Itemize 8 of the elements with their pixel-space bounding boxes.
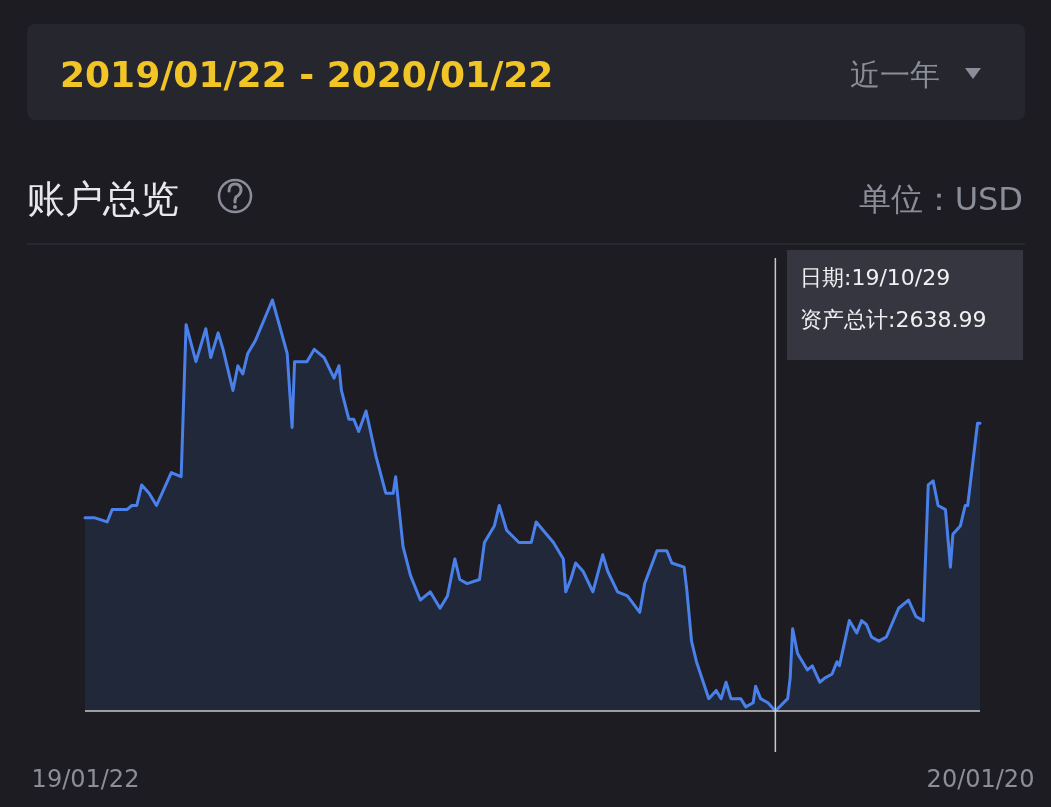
x-tick-label: 19/01/22 [31, 765, 140, 794]
text: 单位：USD [858, 180, 1023, 218]
text: 2019/01/22 - 2020/01/22 [60, 54, 554, 95]
annotation: 资产总计:2638.99 [800, 307, 987, 332]
text: 日期:19/10/29 [800, 265, 951, 290]
chart-title: 账户总览 [27, 177, 179, 221]
x-tick-label: 20/01/20 [926, 765, 1035, 794]
text: 近一年 [850, 57, 940, 92]
